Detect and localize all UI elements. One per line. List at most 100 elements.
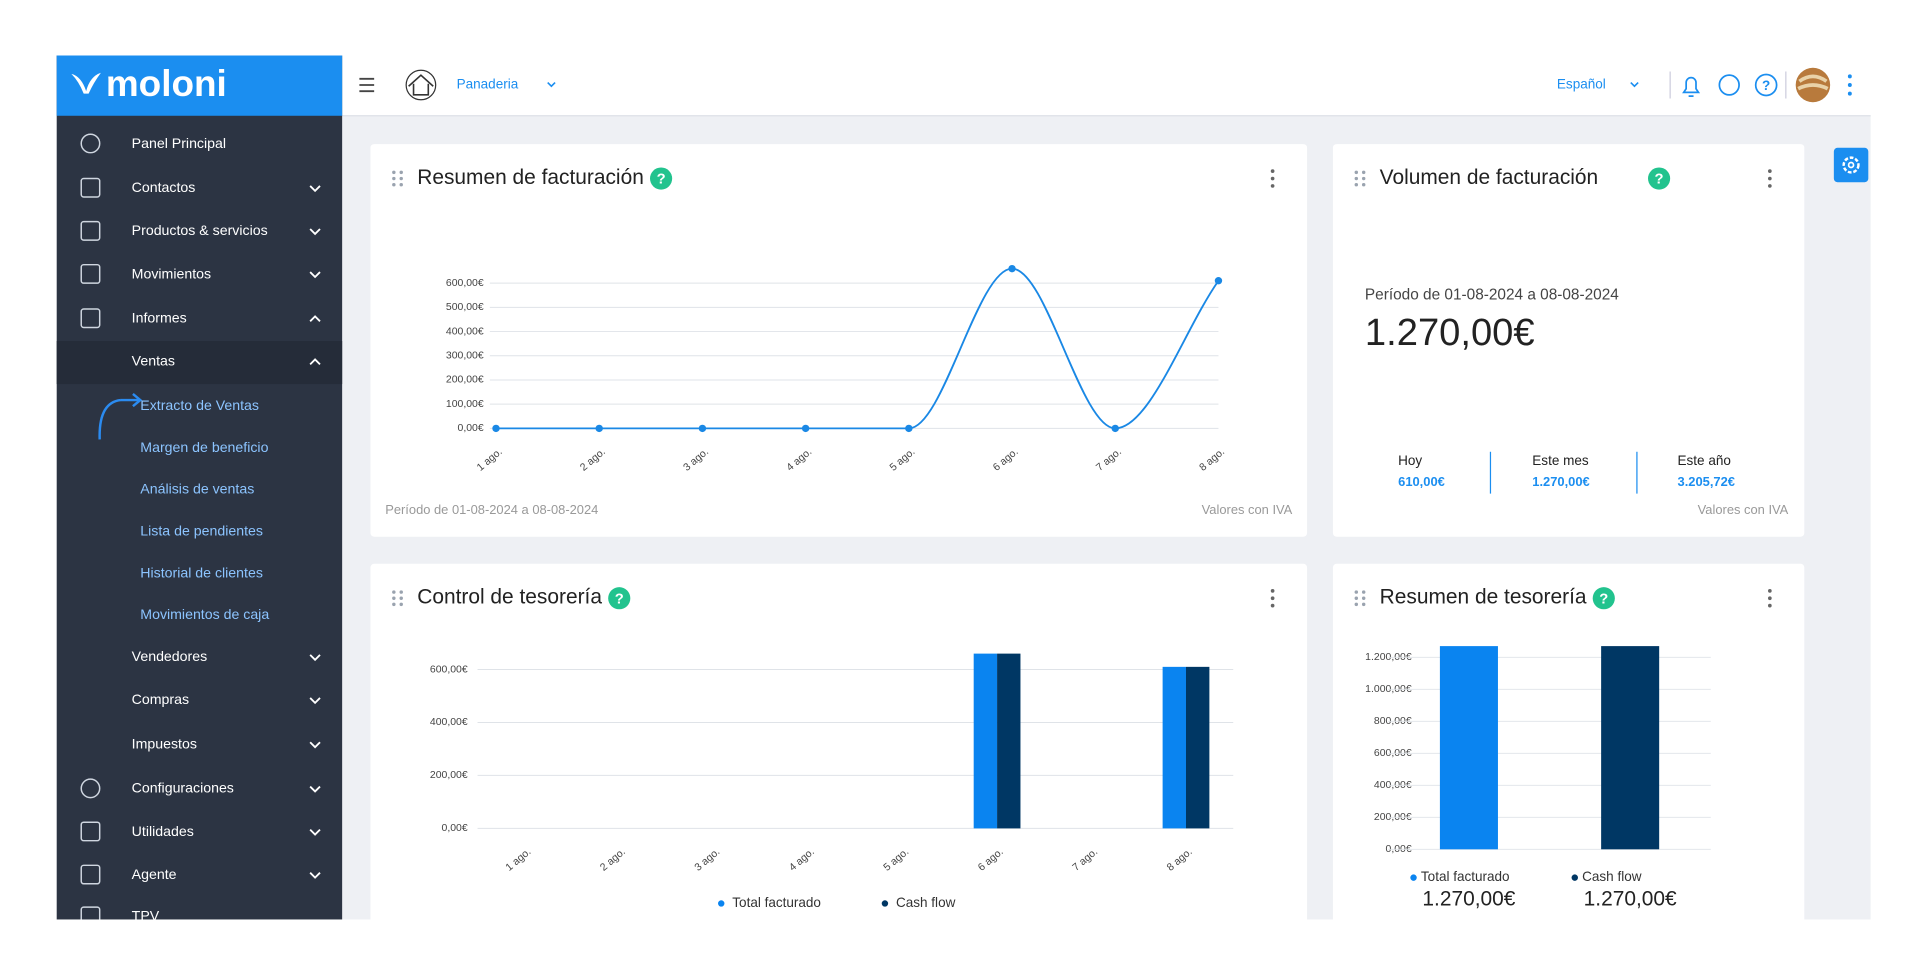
bar <box>1601 646 1660 850</box>
chevron <box>309 315 321 322</box>
menu-item[interactable]: TPV <box>132 908 160 924</box>
settings-button[interactable] <box>1833 147 1869 183</box>
drag-handle <box>399 182 403 187</box>
chevron[interactable] <box>1630 81 1639 88</box>
card-menu[interactable] <box>1768 184 1772 188</box>
point <box>492 424 500 433</box>
menu-item[interactable]: Configuraciones <box>132 780 234 796</box>
menu-item[interactable]: Extracto de Ventas <box>140 397 259 413</box>
point <box>905 424 913 433</box>
card-menu[interactable] <box>1768 603 1772 608</box>
card-menu[interactable] <box>1270 176 1275 181</box>
logo-icon <box>71 72 101 94</box>
card-menu[interactable] <box>1270 596 1275 601</box>
sidebar <box>56 55 343 920</box>
menu-item[interactable]: Informes <box>132 310 187 326</box>
value-label: 1.270,00€ <box>1584 887 1677 910</box>
chevron <box>309 271 321 279</box>
company-logo <box>405 69 437 101</box>
stat-value: 610,00€ <box>1398 474 1445 489</box>
card-menu[interactable] <box>1270 589 1275 593</box>
drag-handle <box>1354 182 1359 187</box>
chat-icon[interactable] <box>1718 74 1740 96</box>
y-tick-label: 400,00€ <box>446 326 484 337</box>
y-tick-label: 200,00€ <box>446 375 484 386</box>
menu-item[interactable]: Productos & servicios <box>132 222 268 238</box>
logo-bar <box>56 55 343 116</box>
menu-toggle[interactable] <box>359 77 375 93</box>
menu-item[interactable]: Impuestos <box>132 735 197 751</box>
point <box>595 424 603 433</box>
bell-icon[interactable] <box>1682 76 1701 97</box>
chevron <box>309 654 321 662</box>
stat-label: Este mes <box>1532 453 1589 468</box>
bar <box>997 653 1021 829</box>
language[interactable]: Español <box>1557 77 1606 92</box>
menu-icon <box>80 906 101 920</box>
drag-handle <box>392 596 396 600</box>
drag-handle <box>1361 176 1366 181</box>
legend-dot <box>718 900 725 907</box>
menu-item[interactable]: Compras <box>132 691 189 707</box>
drag-handle <box>399 590 403 594</box>
menu-item[interactable]: Vendedores <box>132 648 207 664</box>
chevron <box>309 785 321 793</box>
legend-label: Total facturado <box>1421 869 1510 884</box>
menu-item[interactable]: Análisis de ventas <box>140 481 254 497</box>
help-badge <box>1592 587 1615 610</box>
stat-value: 1.270,00€ <box>1532 474 1589 489</box>
help-badge <box>650 167 673 190</box>
help-glyph: ? <box>1655 172 1664 188</box>
legend-label: Total facturado <box>732 895 821 910</box>
company-name[interactable]: Panaderia <box>457 77 519 92</box>
drag-handle <box>1361 182 1366 187</box>
menu-item[interactable]: Panel Principal <box>132 135 226 151</box>
menu-item[interactable]: Movimientos <box>132 265 211 281</box>
value-label: 1.270,00€ <box>1422 887 1515 910</box>
drag-handle <box>392 176 396 181</box>
chevron <box>309 872 321 879</box>
drag-handle <box>392 182 396 187</box>
legend-dot <box>881 900 889 907</box>
card-menu[interactable] <box>1270 603 1275 608</box>
chevron[interactable] <box>547 81 556 88</box>
drag-handle <box>1354 590 1359 594</box>
menu-icon <box>80 133 101 154</box>
menu-item[interactable]: Utilidades <box>132 823 194 839</box>
drag-handle <box>1354 602 1359 607</box>
menu-icon <box>80 821 101 842</box>
card-menu[interactable] <box>1768 589 1772 593</box>
card-menu[interactable] <box>1270 184 1275 188</box>
menu-item[interactable]: Ventas <box>132 353 175 369</box>
menu-item[interactable]: Lista de pendientes <box>140 523 263 539</box>
y-tick-label: 600,00€ <box>430 664 468 675</box>
pointer-arrow <box>98 392 143 440</box>
menu-item[interactable]: Margen de beneficio <box>140 439 268 455</box>
help-badge <box>608 587 631 610</box>
gear-hub <box>1847 161 1855 169</box>
card-menu[interactable] <box>1768 169 1772 173</box>
card-menu[interactable] <box>1270 169 1275 173</box>
more-menu[interactable] <box>1847 74 1852 96</box>
y-tick-label: 0,00€ <box>458 423 484 434</box>
y-tick-label: 500,00€ <box>446 302 484 313</box>
note: Valores con IVA <box>1202 502 1293 517</box>
card-menu[interactable] <box>1768 176 1772 181</box>
bar <box>1186 666 1210 829</box>
y-tick-label: 0,00€ <box>442 823 468 834</box>
menu-item[interactable]: Movimientos de caja <box>140 606 269 622</box>
help-icon[interactable] <box>1754 73 1778 97</box>
menu-item[interactable]: Agente <box>132 866 177 882</box>
point <box>698 424 707 433</box>
menu-item[interactable]: Contactos <box>132 179 196 195</box>
topbar <box>342 55 1871 116</box>
drag-handle <box>1354 170 1359 175</box>
menu-item[interactable]: Historial de clientes <box>140 564 263 580</box>
point <box>1008 264 1016 273</box>
card-menu[interactable] <box>1768 596 1772 601</box>
menu-icon <box>80 263 101 284</box>
company-logo-house <box>408 74 434 96</box>
gear-icon <box>1842 156 1860 174</box>
drag-handle <box>1361 170 1366 175</box>
bar <box>973 653 998 829</box>
